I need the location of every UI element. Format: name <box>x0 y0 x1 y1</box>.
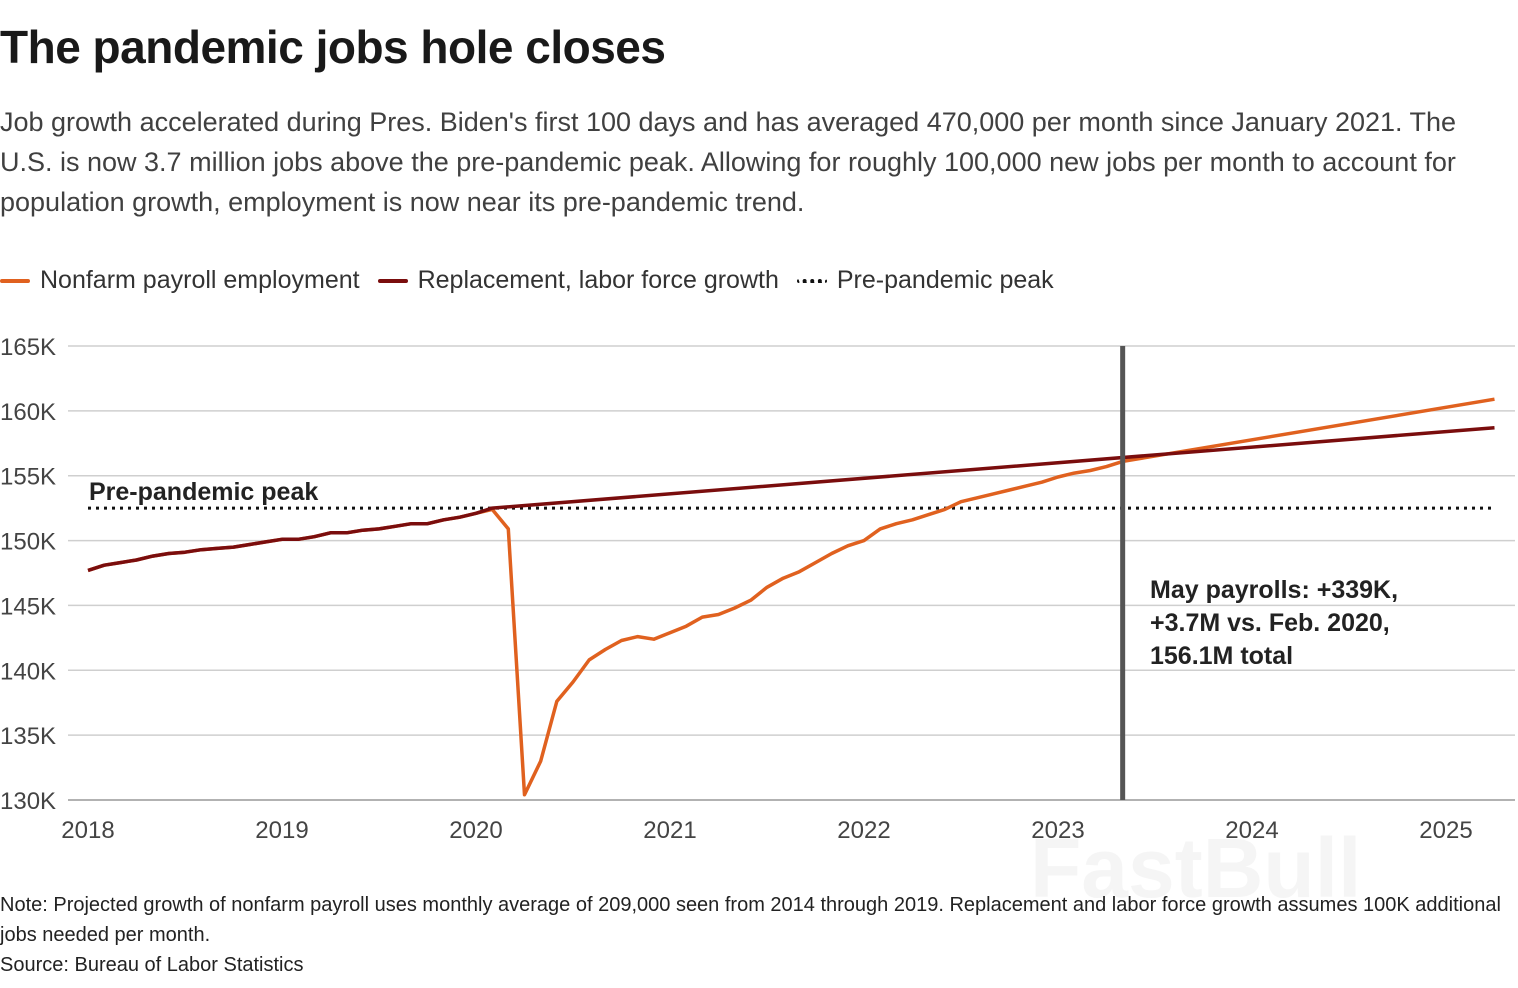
legend: Nonfarm payroll employment Replacement, … <box>0 266 1072 295</box>
legend-label: Replacement, labor force growth <box>417 266 779 294</box>
x-tick-label: 2020 <box>449 817 502 844</box>
y-tick-label: 165K <box>0 334 56 361</box>
replacement-line <box>87 425 1495 573</box>
annotation-text: 156.1M total <box>1150 642 1293 670</box>
chart-source: Source: Bureau of Labor Statistics <box>0 954 304 976</box>
y-tick-label: 150K <box>0 529 56 556</box>
legend-label: Nonfarm payroll employment <box>40 266 360 294</box>
x-tick-label: 2021 <box>643 817 696 844</box>
annotation-text: May payrolls: +339K, <box>1150 576 1398 604</box>
legend-label: Pre-pandemic peak <box>836 266 1054 294</box>
legend-item-replacement: Replacement, labor force growth <box>377 266 779 295</box>
y-tick-label: 155K <box>0 464 56 491</box>
legend-item-nonfarm: Nonfarm payroll employment <box>0 266 360 295</box>
x-tick-label: 2023 <box>1031 817 1084 844</box>
pre-pandemic-peak-label: Pre-pandemic peak <box>89 478 318 506</box>
x-tick-label: 2019 <box>255 817 308 844</box>
legend-swatch-peak <box>796 278 827 283</box>
legend-swatch-nonfarm <box>0 278 30 283</box>
x-tick-label: 2024 <box>1225 817 1278 844</box>
y-tick-label: 135K <box>0 723 56 750</box>
chart-title: The pandemic jobs hole closes <box>0 21 666 73</box>
annotation-text: +3.7M vs. Feb. 2020, <box>1150 609 1390 637</box>
y-tick-label: 140K <box>0 658 56 685</box>
y-tick-label: 145K <box>0 593 56 620</box>
watermark-logo: FastBull <box>1030 821 1362 915</box>
legend-swatch-replacement <box>377 278 408 283</box>
y-tick-label: 160K <box>0 399 56 426</box>
chart-subtitle: Job growth accelerated during Pres. Bide… <box>0 107 1457 217</box>
chart-note: Note: Projected growth of nonfarm payrol… <box>0 894 1501 946</box>
x-tick-label: 2025 <box>1419 817 1472 844</box>
y-tick-label: 130K <box>0 788 56 815</box>
x-tick-label: 2018 <box>61 817 114 844</box>
legend-item-peak: Pre-pandemic peak <box>796 266 1054 295</box>
x-tick-label: 2022 <box>837 817 890 844</box>
